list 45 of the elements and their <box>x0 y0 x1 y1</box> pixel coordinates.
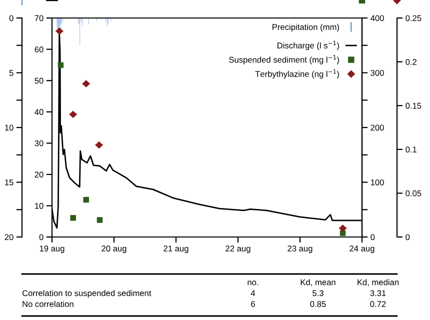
x-tick-label: 22 aug <box>226 246 250 254</box>
legend-label: Terbythylazine (ng l$^{−1}$) <box>255 69 339 79</box>
y3-tick-label: 0.05 <box>406 190 422 196</box>
y-tick-label: 60 <box>34 46 44 52</box>
text: 3.31 <box>370 290 386 296</box>
y-tick-label: 5 <box>9 70 14 76</box>
y-tick-label: 10 <box>5 124 14 131</box>
y-tick-label: 40 <box>34 109 44 115</box>
y2-tick-label: 200 <box>370 124 384 131</box>
y2-tick-label: 0 <box>370 234 375 240</box>
y-tick-label: 50 <box>34 78 44 84</box>
text: No correlation <box>22 300 74 307</box>
text: 4 <box>250 290 256 296</box>
y-tick-label: 70 <box>34 15 44 22</box>
y3-tick-label: 0.1 <box>406 146 417 152</box>
x-tick-label: 19 aug <box>40 246 64 254</box>
x-tick-label: 24 aug <box>350 246 374 254</box>
y2-tick-label: 400 <box>370 15 384 22</box>
text: 0.72 <box>370 301 386 307</box>
y2-tick-label: 100 <box>370 179 384 186</box>
y-tick-label: 20 <box>4 234 14 240</box>
text: Kd, median <box>358 279 399 286</box>
y3-tick-label: 0.2 <box>406 59 416 65</box>
text: no. <box>248 280 258 286</box>
legend-label: Precipitation (mm) <box>272 24 339 32</box>
y3-tick-label: 0 <box>406 234 410 240</box>
legend-label: Suspended sediment (mg l$^{−1}$) <box>229 55 339 64</box>
legend-label: Discharge (l s$^{−1}$) <box>278 40 339 50</box>
x-tick-label: 20 aug <box>102 246 126 254</box>
y3-tick-label: 0.25 <box>406 15 422 22</box>
x-tick-label: 23 aug <box>288 246 312 254</box>
y3-tick-label: 0.15 <box>406 102 422 109</box>
y-tick-label: 20 <box>34 172 44 178</box>
text: Correlation to suspended sediment <box>22 290 152 298</box>
y-tick-label: 30 <box>34 140 44 146</box>
x-tick-label: 21 aug <box>164 246 188 254</box>
text: Kd, mean <box>300 279 336 286</box>
y-tick-label: 0 <box>39 234 44 240</box>
y-tick-label: 10 <box>35 202 44 209</box>
text: 5.3 <box>312 290 324 296</box>
y-tick-label: 0 <box>9 15 14 22</box>
text: 6 <box>251 301 255 307</box>
y-tick-label: 15 <box>5 180 14 186</box>
y2-tick-label: 300 <box>370 70 384 76</box>
text: 0.85 <box>310 301 326 307</box>
